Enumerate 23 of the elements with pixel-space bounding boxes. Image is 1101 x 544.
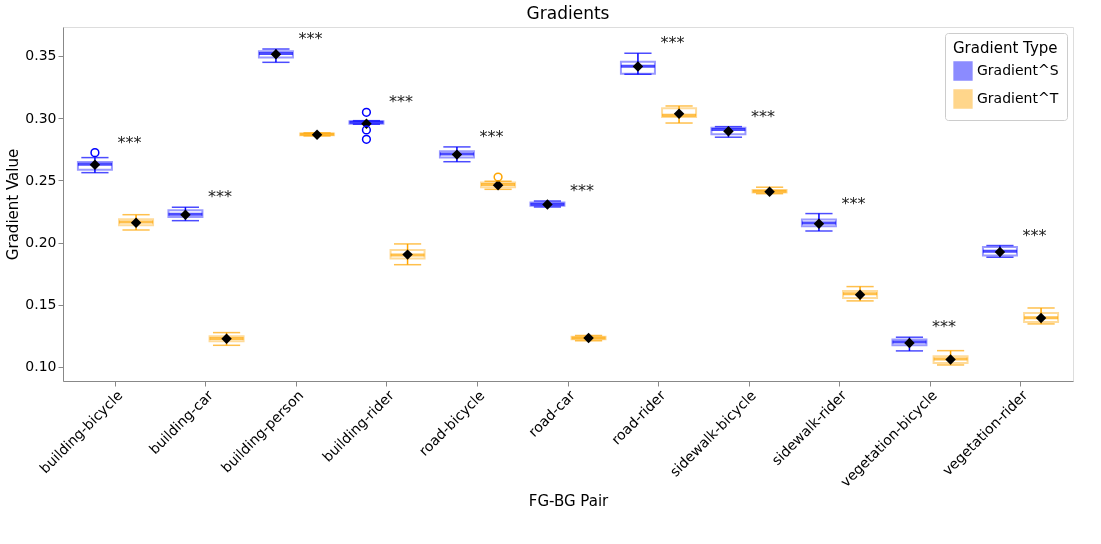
annotation: *** (298, 29, 323, 49)
annotation: *** (1022, 225, 1047, 245)
legend-label: Gradient^T (977, 90, 1059, 106)
y-tick-label: 0.30 (25, 109, 57, 126)
legend-label: Gradient^S (977, 62, 1059, 78)
annotation: *** (660, 33, 685, 53)
annotation: *** (207, 187, 232, 207)
y-tick-label: 0.35 (25, 47, 57, 64)
annotation: *** (932, 317, 957, 337)
y-tick-label: 0.20 (25, 234, 57, 251)
chart-title: Gradients (526, 3, 610, 23)
annotation: *** (117, 132, 142, 152)
annotation: *** (751, 106, 775, 126)
y-tick-label: 0.10 (25, 358, 57, 375)
annotation: *** (841, 193, 866, 213)
y-tick-label: 0.25 (25, 171, 57, 188)
annotation: *** (389, 92, 413, 112)
y-tick-label: 0.15 (25, 296, 57, 313)
legend-title: Gradient Type (953, 39, 1058, 57)
annotation: *** (479, 126, 504, 146)
y-axis-title: Gradient Value (4, 148, 23, 261)
annotation: *** (570, 181, 594, 201)
x-axis-title: FG-BG Pair (528, 491, 610, 510)
